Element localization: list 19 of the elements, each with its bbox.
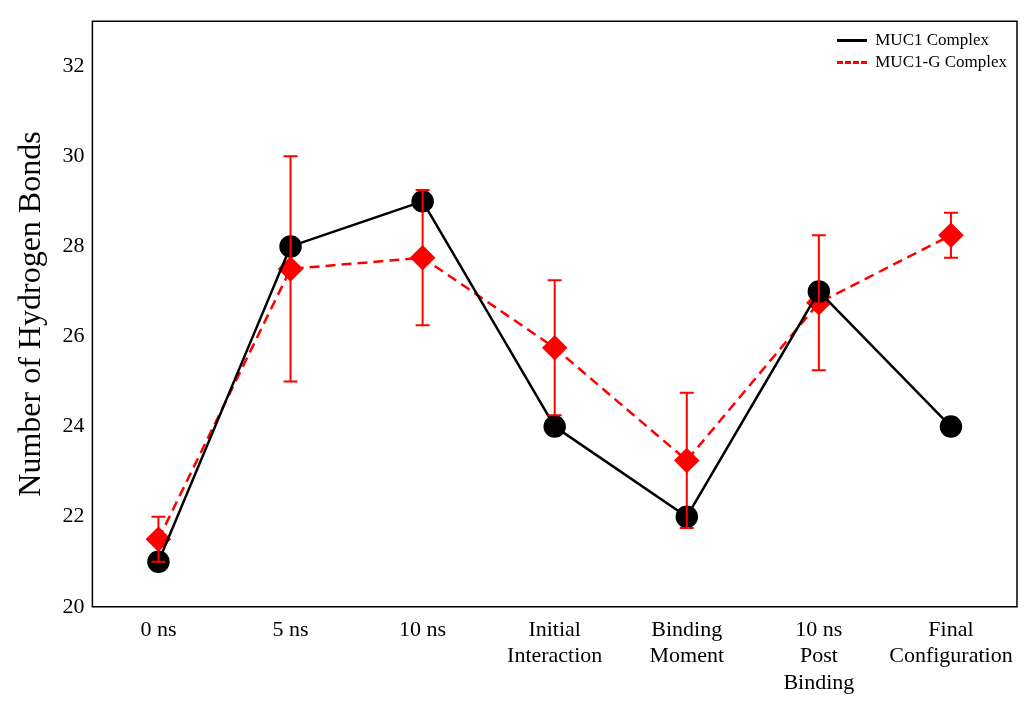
y-axis-title: Number of Hydrogen Bonds: [10, 131, 47, 497]
legend-label: MUC1-G Complex: [875, 51, 1007, 74]
x-tick-label: 0 ns: [140, 615, 177, 641]
y-tick-label: 32: [62, 52, 85, 78]
y-tick-label: 28: [62, 232, 85, 258]
x-tick-label: 10 ns: [399, 615, 447, 641]
y-tick-label: 24: [62, 412, 85, 438]
y-tick-label: 22: [62, 502, 85, 528]
y-tick-label: 20: [62, 592, 85, 618]
x-tick-label: Binding Moment: [649, 615, 725, 668]
x-tick-label: 5 ns: [272, 615, 309, 641]
x-tick-label: Final Configuration: [889, 615, 1013, 668]
y-tick-label: 26: [62, 322, 85, 348]
x-tick-label: Initial Interaction: [507, 615, 603, 668]
point: [939, 415, 963, 438]
y-tick-label: 30: [62, 142, 85, 168]
legend-label: MUC1 Complex: [875, 29, 990, 52]
x-tick-label: 10 ns Post Binding: [783, 615, 855, 694]
point: [543, 415, 566, 438]
